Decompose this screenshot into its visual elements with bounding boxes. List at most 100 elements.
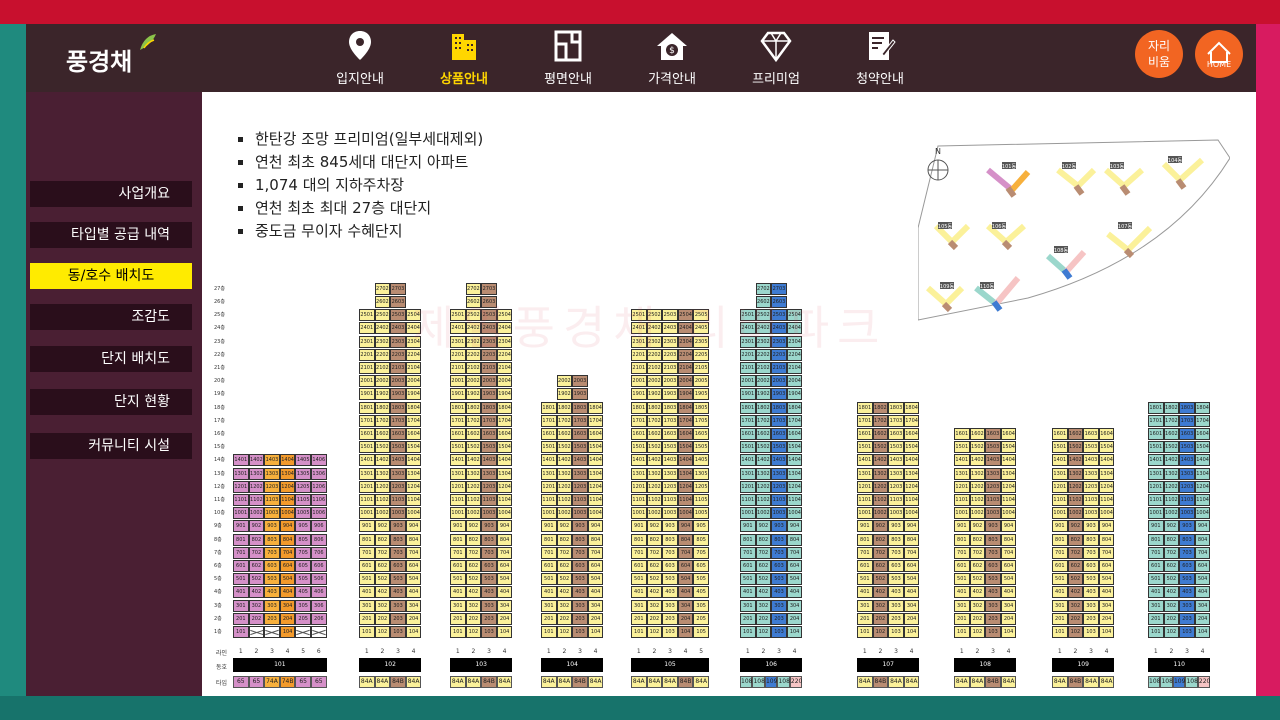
- unit-cell[interactable]: 2501: [740, 309, 756, 322]
- unit-cell[interactable]: 903: [390, 520, 406, 533]
- unit-cell[interactable]: 1103: [572, 494, 588, 506]
- unit-cell[interactable]: 102: [556, 626, 573, 638]
- unit-cell[interactable]: 603: [888, 560, 904, 572]
- unit-cell[interactable]: 404: [786, 586, 803, 599]
- unit-cell[interactable]: 1903: [771, 388, 787, 401]
- unit-cell[interactable]: 1002: [969, 507, 986, 520]
- unit-cell[interactable]: 1003: [888, 507, 904, 520]
- unit-cell[interactable]: 502: [755, 573, 772, 586]
- unit-cell[interactable]: 1301: [450, 467, 466, 480]
- unit-cell[interactable]: 1102: [872, 494, 889, 506]
- unit-cell[interactable]: 2301: [740, 335, 756, 348]
- unit-cell[interactable]: 604: [587, 560, 604, 572]
- unit-cell[interactable]: 2101: [359, 362, 375, 374]
- unit-cell[interactable]: 1104: [405, 494, 422, 506]
- unit-cell[interactable]: 204: [677, 612, 694, 625]
- unit-cell[interactable]: 304: [1194, 599, 1211, 612]
- unit-cell[interactable]: 202: [465, 612, 482, 625]
- unit-cell[interactable]: 1403: [264, 454, 280, 467]
- unit-cell[interactable]: 204: [1000, 612, 1017, 625]
- unit-cell[interactable]: 1102: [556, 494, 573, 506]
- unit-cell[interactable]: 1501: [1148, 441, 1164, 454]
- unit-cell[interactable]: 1703: [888, 414, 904, 427]
- unit-cell[interactable]: 103: [1083, 626, 1099, 638]
- unit-cell[interactable]: 2101: [740, 362, 756, 374]
- unit-cell[interactable]: 1503: [662, 441, 678, 454]
- unit-cell[interactable]: 603: [771, 560, 787, 572]
- logo[interactable]: 풍경채: [66, 48, 133, 76]
- unit-cell[interactable]: 2702: [465, 282, 482, 295]
- unit-cell[interactable]: 1403: [662, 454, 678, 467]
- unit-cell[interactable]: 704: [279, 546, 296, 559]
- unit-cell[interactable]: 704: [677, 546, 694, 559]
- unit-cell[interactable]: 503: [390, 573, 406, 586]
- unit-cell[interactable]: 101: [450, 626, 466, 638]
- unit-cell[interactable]: 1803: [481, 401, 497, 414]
- unit-cell[interactable]: 1203: [888, 480, 904, 493]
- unit-cell[interactable]: 1805: [693, 401, 709, 414]
- nav-product[interactable]: 상품안내: [412, 24, 516, 92]
- unit-cell[interactable]: 602: [248, 560, 265, 572]
- unit-cell[interactable]: 1201: [359, 480, 375, 493]
- unit-cell[interactable]: 904: [587, 520, 604, 533]
- unit-cell[interactable]: 601: [1052, 560, 1068, 572]
- unit-cell[interactable]: 204: [1194, 612, 1211, 625]
- unit-cell[interactable]: 1002: [646, 507, 663, 520]
- unit-cell[interactable]: 1403: [771, 454, 787, 467]
- unit-cell[interactable]: 1305: [295, 467, 311, 480]
- unit-cell[interactable]: 2103: [390, 362, 406, 374]
- unit-cell[interactable]: 402: [1067, 586, 1084, 599]
- unit-cell[interactable]: 802: [969, 533, 986, 546]
- unit-cell[interactable]: 802: [465, 533, 482, 546]
- unit-cell[interactable]: 1603: [390, 428, 406, 440]
- unit-cell[interactable]: 901: [1052, 520, 1068, 533]
- unit-cell[interactable]: 1101: [631, 494, 647, 506]
- unit-cell[interactable]: 1005: [693, 507, 709, 520]
- unit-cell[interactable]: 2201: [740, 348, 756, 361]
- unit-cell[interactable]: 1804: [405, 401, 422, 414]
- unit-cell[interactable]: 201: [233, 612, 249, 625]
- unit-cell[interactable]: 503: [481, 573, 497, 586]
- unit-cell[interactable]: 2401: [631, 322, 647, 335]
- unit-cell[interactable]: 2405: [693, 322, 709, 335]
- unit-cell[interactable]: 702: [969, 546, 986, 559]
- unit-cell[interactable]: 501: [954, 573, 970, 586]
- unit-cell[interactable]: 2303: [481, 335, 497, 348]
- unit-cell[interactable]: 405: [295, 586, 311, 599]
- unit-cell[interactable]: 702: [465, 546, 482, 559]
- unit-cell[interactable]: 1002: [755, 507, 772, 520]
- unit-cell[interactable]: 1202: [872, 480, 889, 493]
- unit-cell[interactable]: 1204: [1000, 480, 1017, 493]
- unit-cell[interactable]: 902: [248, 520, 265, 533]
- unit-cell[interactable]: 1902: [755, 388, 772, 401]
- unit-cell[interactable]: 502: [646, 573, 663, 586]
- unit-cell[interactable]: 901: [233, 520, 249, 533]
- unit-cell[interactable]: 903: [888, 520, 904, 533]
- unit-cell[interactable]: 1902: [646, 388, 663, 401]
- unit-cell[interactable]: 304: [405, 599, 422, 612]
- unit-cell[interactable]: 1303: [1179, 467, 1195, 480]
- unit-cell[interactable]: 402: [646, 586, 663, 599]
- unit-cell[interactable]: 501: [1148, 573, 1164, 586]
- unit-cell[interactable]: 1603: [481, 428, 497, 440]
- unit-cell[interactable]: 1204: [1194, 480, 1211, 493]
- unit-cell[interactable]: 301: [740, 599, 756, 612]
- unit-cell[interactable]: 604: [405, 560, 422, 572]
- unit-cell[interactable]: 804: [1098, 533, 1115, 546]
- unit-cell[interactable]: 603: [662, 560, 678, 572]
- unit-cell[interactable]: 1804: [677, 401, 694, 414]
- unit-cell[interactable]: 2002: [646, 375, 663, 388]
- unit-cell[interactable]: 302: [374, 599, 391, 612]
- unit-cell[interactable]: 704: [903, 546, 920, 559]
- unit-cell[interactable]: 602: [872, 560, 889, 572]
- unit-cell[interactable]: 402: [374, 586, 391, 599]
- unit-cell[interactable]: 1504: [1000, 441, 1017, 454]
- unit-cell[interactable]: 1304: [496, 467, 513, 480]
- unit-cell[interactable]: 201: [359, 612, 375, 625]
- unit-cell[interactable]: 104: [405, 626, 422, 638]
- unit-cell[interactable]: 202: [969, 612, 986, 625]
- unit-cell[interactable]: 2402: [465, 322, 482, 335]
- unit-cell[interactable]: 703: [771, 546, 787, 559]
- unit-cell[interactable]: 704: [587, 546, 604, 559]
- unit-cell[interactable]: 1004: [279, 507, 296, 520]
